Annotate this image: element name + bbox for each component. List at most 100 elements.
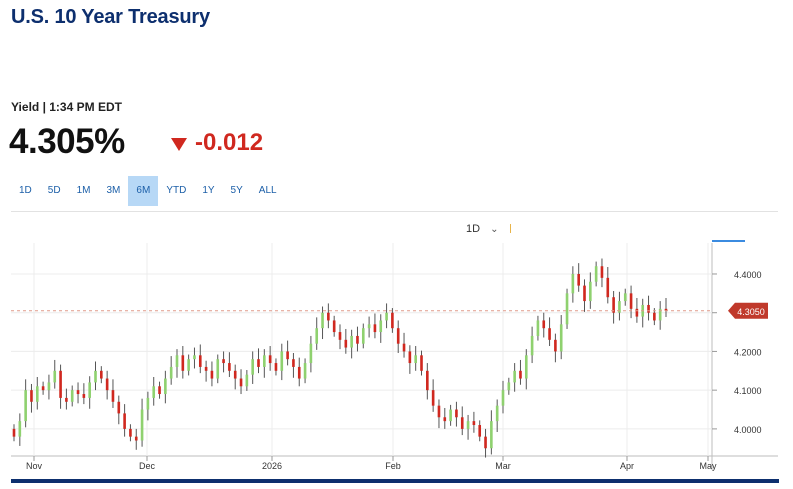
candle-body <box>495 405 499 422</box>
range-button-1m[interactable]: 1M <box>76 185 91 196</box>
candle-body <box>245 374 249 387</box>
candle-body <box>507 382 511 391</box>
candle-body <box>158 386 161 395</box>
candle-body <box>193 355 196 360</box>
candle-body <box>41 386 45 391</box>
candle-body <box>88 382 91 398</box>
candle-body <box>76 390 80 395</box>
candle-body <box>344 339 348 348</box>
candle-body <box>187 359 190 371</box>
page-title: U.S. 10 Year Treasury <box>11 6 210 28</box>
candle-body <box>65 397 68 402</box>
candle-body <box>123 413 126 429</box>
candle-body <box>449 409 452 422</box>
candle-body <box>297 366 301 379</box>
x-tick-label: Apr <box>620 461 634 471</box>
candle-body <box>623 293 627 302</box>
range-button-ytd[interactable]: YTD <box>166 185 187 196</box>
candle-body <box>152 386 156 398</box>
candle-body <box>251 359 254 375</box>
candle-body <box>175 355 179 367</box>
candle-body <box>338 332 342 340</box>
candle-body <box>210 370 214 379</box>
candle-body <box>414 355 417 364</box>
candle-body <box>513 370 516 383</box>
candle-body <box>105 378 109 391</box>
price-change: -0.012 <box>171 129 263 157</box>
candle-body <box>589 281 592 302</box>
bottom-bar <box>11 479 779 483</box>
last-value-label: 4.3050 <box>737 307 765 317</box>
candle-body <box>408 351 412 364</box>
candle-body <box>286 351 289 360</box>
range-button-1d[interactable]: 1D <box>19 185 32 196</box>
candle-body <box>280 351 284 371</box>
interval-selector[interactable]: 1D ⌄ <box>466 223 498 235</box>
candle-body <box>117 401 121 414</box>
candle-body <box>658 308 662 321</box>
candle-body <box>268 355 272 364</box>
candle-body <box>94 370 97 383</box>
candle-body <box>204 366 208 371</box>
candle-body <box>536 320 540 336</box>
y-tick-label: 4.2000 <box>734 347 762 357</box>
candle-body <box>327 312 330 321</box>
candle-body <box>309 343 313 364</box>
candle-body <box>484 436 487 449</box>
range-button-3m[interactable]: 3M <box>106 185 121 196</box>
candle-body <box>455 409 458 418</box>
candle-body <box>519 370 522 379</box>
candle-body <box>431 390 435 406</box>
range-button-all[interactable]: ALL <box>258 185 277 196</box>
x-tick-label: Nov <box>26 461 43 471</box>
candle-body <box>391 312 394 329</box>
candle-body <box>239 378 243 387</box>
candle-body <box>443 417 447 422</box>
candle-body <box>30 390 33 402</box>
toolbar-marker <box>510 224 511 233</box>
candle-body <box>367 324 371 329</box>
candle-body <box>164 378 167 395</box>
candle-body <box>554 339 557 352</box>
candle-body <box>396 328 400 344</box>
range-button-1y[interactable]: 1Y <box>202 185 215 196</box>
range-button-5d[interactable]: 5D <box>47 185 61 196</box>
candle-body <box>542 320 546 329</box>
candle-body <box>216 359 220 379</box>
candle-body <box>82 394 86 398</box>
candle-body <box>373 324 377 333</box>
candle-body <box>228 363 231 371</box>
price-value: 4.305% <box>9 122 125 161</box>
candle-body <box>600 266 604 278</box>
y-tick-label: 4.0000 <box>734 425 762 435</box>
candle-body <box>303 363 307 379</box>
candle-body <box>356 335 359 344</box>
x-tick-label: Mar <box>495 461 511 471</box>
candle-body <box>466 421 470 429</box>
chevron-down-icon: ⌄ <box>490 223 499 235</box>
candle-body <box>460 417 464 429</box>
range-button-5y[interactable]: 5Y <box>230 185 243 196</box>
candle-body <box>111 390 115 402</box>
candle-body <box>612 297 615 313</box>
candle-body <box>577 273 580 286</box>
candle-body <box>426 370 429 391</box>
x-tick-label: Dec <box>139 461 156 471</box>
candle-body <box>571 273 575 294</box>
candle-body <box>181 355 185 371</box>
candle-body <box>315 328 319 344</box>
candle-body <box>274 363 278 371</box>
candle-body <box>501 390 505 406</box>
candle-body <box>629 293 633 309</box>
candle-body <box>134 436 138 441</box>
candle-body <box>35 386 39 402</box>
candle-body <box>53 370 57 383</box>
candle-body <box>263 355 266 367</box>
candle-body <box>146 397 150 410</box>
range-button-6m[interactable]: 6M <box>128 176 159 206</box>
candle-body <box>437 405 441 418</box>
candle-body <box>472 421 476 426</box>
quote-label: Yield | 1:34 PM EDT <box>11 100 122 114</box>
divider <box>11 211 778 212</box>
